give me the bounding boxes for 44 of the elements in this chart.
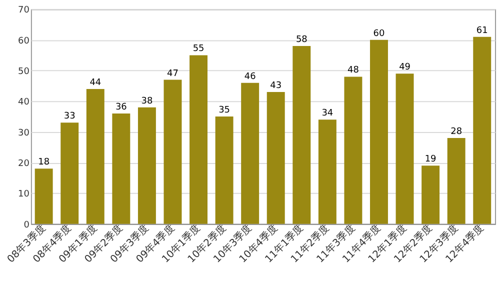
- data-label: 43: [270, 81, 282, 92]
- data-label: 18: [38, 158, 50, 168]
- data-label: 33: [64, 112, 76, 122]
- y-tick-label: 50: [18, 67, 30, 78]
- y-tick-label: 0: [24, 220, 30, 230]
- y-tick-label: 60: [18, 36, 30, 46]
- data-label: 49: [399, 62, 411, 73]
- data-label: 55: [192, 44, 204, 54]
- bar: [60, 122, 79, 224]
- bar: [86, 88, 104, 224]
- bar: [112, 113, 130, 224]
- data-label: 19: [424, 154, 437, 165]
- data-label: 61: [476, 26, 488, 36]
- data-label: 46: [244, 72, 256, 82]
- bar: [447, 138, 466, 224]
- bar: [241, 82, 260, 224]
- data-label: 34: [322, 108, 334, 119]
- bar: [164, 80, 182, 224]
- bar: [266, 92, 285, 224]
- y-tick-label: 40: [18, 98, 30, 108]
- bar: [422, 166, 440, 224]
- data-label: 28: [450, 127, 462, 137]
- data-label: 60: [373, 28, 385, 39]
- data-label: 48: [348, 66, 360, 76]
- y-tick-label: 10: [18, 190, 30, 200]
- bar: [190, 55, 208, 224]
- data-label: 38: [141, 96, 153, 106]
- bar: [396, 74, 414, 224]
- bar: [292, 46, 311, 224]
- bar: [318, 120, 336, 224]
- y-tick-label: 20: [18, 159, 30, 170]
- bar: [138, 107, 156, 224]
- data-label: 58: [296, 35, 308, 46]
- data-label: 35: [218, 106, 230, 116]
- y-tick-label: 70: [18, 6, 30, 16]
- data-label: 47: [167, 68, 178, 79]
- bar: [344, 76, 362, 224]
- bar: [370, 40, 388, 224]
- y-tick-label: 30: [18, 128, 30, 138]
- data-label: 36: [115, 102, 128, 112]
- bar: [215, 116, 234, 224]
- data-label: 44: [90, 78, 102, 88]
- bar: [473, 36, 492, 224]
- bar: [34, 168, 53, 224]
